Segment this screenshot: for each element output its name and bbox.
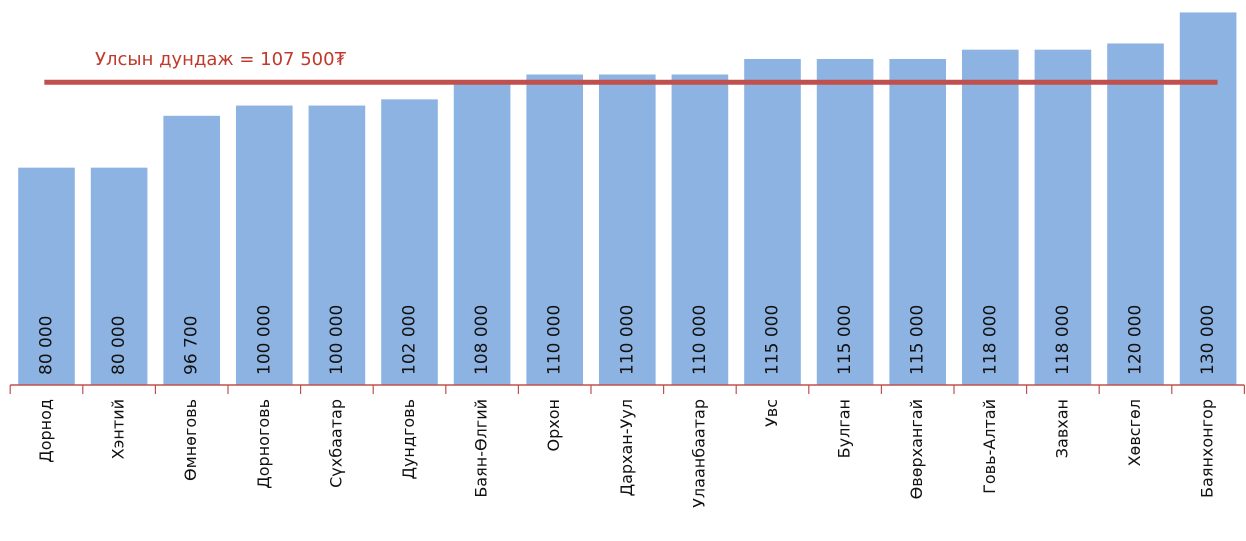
value-label: 102 000 [400,305,420,375]
x-tick-label: Говь-Алтай [980,399,999,494]
x-tick-label: Завхан [1052,399,1071,458]
bar [453,80,511,386]
bar [18,167,75,385]
value-label: 96 700 [182,316,202,375]
x-tick-label: Дундговь [399,399,418,480]
bar [671,74,729,386]
x-tick-label: Хөвсгөл [1125,399,1144,466]
value-label: 100 000 [327,305,347,375]
value-label: 110 000 [690,305,710,375]
value-label: 120 000 [1126,305,1146,375]
bar [889,58,947,385]
value-label: 100 000 [254,305,274,375]
bar [526,74,584,386]
value-label: 118 000 [980,305,1000,375]
bar [163,115,221,385]
bar [1107,43,1164,385]
x-tick-label: Баянхонгор [1198,399,1217,498]
bar [308,105,366,385]
bar [961,49,1019,385]
value-label: 110 000 [545,305,565,375]
value-label: 118 000 [1053,305,1073,375]
value-label: 130 000 [1198,305,1218,375]
value-label: 115 000 [763,305,783,375]
average-label: Улсын дундаж = 107 500₮ [95,49,347,70]
bar [381,99,438,386]
x-tick-label: Дархан-Уул [617,399,636,496]
x-tick-label: Хэнтий [109,399,128,459]
x-tick-label: Өвөрхангай [907,399,926,499]
x-tick-label: Дорноговь [254,399,273,489]
x-tick-label: Увс [762,399,781,427]
x-tick-label: Орхон [544,399,563,451]
x-tick-label: Улаанбаатар [689,399,708,508]
bar [816,58,874,385]
bar [235,105,293,385]
value-label: 115 000 [835,305,855,375]
x-tick-label: Өмнөговь [181,399,200,481]
value-label: 110 000 [617,305,637,375]
x-tick-label: Дорнод [36,399,55,463]
bar [598,74,656,386]
value-label: 80 000 [37,316,57,375]
x-tick-label: Булган [835,399,854,458]
value-label: 80 000 [109,316,129,375]
bar [90,167,148,385]
x-tick-label: Сүхбаатар [326,399,345,488]
x-tick-label: Баян-Өлгий [472,399,491,498]
value-label: 108 000 [472,305,492,375]
value-label: 115 000 [908,305,928,375]
bar [1034,49,1092,385]
bar [744,58,801,385]
bar [1179,12,1237,386]
